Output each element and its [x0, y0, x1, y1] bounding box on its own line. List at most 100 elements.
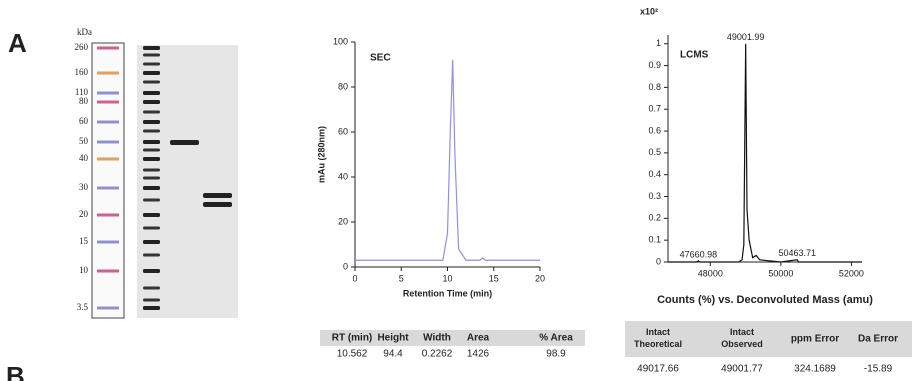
marker-band: [143, 186, 160, 190]
ladder-label: 260: [75, 42, 89, 52]
peak-label: 47660.98: [680, 249, 718, 259]
marker-band: [143, 177, 160, 180]
ladder-label: 80: [79, 96, 89, 106]
table-header: Da Error: [858, 334, 898, 345]
x-axis-label: Retention Time (min): [403, 288, 492, 298]
ladder-band: [97, 241, 119, 244]
ladder-band: [97, 270, 119, 273]
table-cell: 98.9: [546, 349, 566, 360]
marker-band: [143, 240, 160, 244]
data-line: [355, 60, 540, 260]
marker-band: [143, 91, 160, 95]
ladder-band: [97, 101, 119, 104]
y-tick-label: 0.6: [648, 125, 661, 135]
x-tick-label: 15: [489, 273, 499, 283]
marker-band: [143, 111, 160, 114]
marker-band: [143, 157, 160, 161]
ladder-label: 15: [79, 236, 89, 246]
gel-unit: kDa: [77, 27, 92, 37]
chart-title: LCMS: [680, 50, 709, 61]
marker-band: [143, 130, 160, 133]
y-tick-label: 0.9: [648, 60, 661, 70]
ladder-band: [97, 307, 119, 310]
panel-label: B: [6, 361, 25, 381]
y-tick-label: 0.7: [648, 104, 661, 114]
marker-band: [143, 46, 160, 50]
table-cell: 10.562: [337, 349, 368, 360]
y-tick-label: 0.8: [648, 82, 661, 92]
ladder-band: [97, 121, 119, 124]
ladder-label: 50: [79, 136, 89, 146]
marker-band: [143, 63, 160, 66]
ladder-label: 10: [79, 265, 89, 275]
x-tick-label: 0: [352, 273, 357, 283]
table-cell: 49001.77: [721, 364, 763, 375]
table-cell: -15.89: [864, 364, 893, 375]
table-header: RT (min): [332, 333, 373, 344]
y-tick-label: 0.3: [648, 191, 661, 201]
table-cell: 0.2262: [422, 349, 453, 360]
peak-label: 50463.71: [778, 248, 816, 258]
x-tick-label: 10: [442, 273, 452, 283]
y-tick-label: 20: [338, 216, 348, 226]
y-tick-label: 80: [338, 81, 348, 91]
table-header: Width: [423, 333, 451, 344]
ladder-band: [97, 141, 119, 144]
ladder-band: [97, 187, 119, 190]
ladder-band: [97, 92, 119, 95]
x-tick-label: 48000: [698, 268, 723, 278]
table-header: Area: [467, 333, 490, 344]
y-tick-label: 0: [343, 261, 348, 271]
y-tick-label: 0.5: [648, 147, 661, 157]
x-tick-label: 5: [399, 273, 404, 283]
panel-label: A: [8, 28, 27, 58]
data-line: [668, 44, 862, 262]
ladder-band: [97, 158, 119, 161]
x-tick-label: 20: [535, 273, 545, 283]
ladder-label: 30: [79, 182, 89, 192]
table-header: Height: [377, 333, 409, 344]
y-tick-label: 60: [338, 126, 348, 136]
marker-band: [143, 169, 160, 172]
y-tick-label: 40: [338, 171, 348, 181]
peak-label: 49001.99: [727, 32, 765, 42]
y-tick-label: 0.4: [648, 169, 661, 179]
table-cell: 49017.66: [637, 364, 679, 375]
ladder-label: 160: [75, 67, 89, 77]
marker-band: [143, 120, 160, 124]
marker-band: [143, 71, 160, 75]
marker-band: [143, 254, 160, 257]
ladder-band: [97, 47, 119, 50]
ladder-band: [97, 214, 119, 217]
marker-band: [143, 306, 160, 310]
y-tick-label: 100: [333, 36, 348, 46]
y-tick-label: 0.1: [648, 235, 661, 245]
gel-image: [137, 45, 238, 318]
y-tick-label: 1: [656, 38, 661, 48]
y-multiplier: x10²: [640, 6, 658, 16]
marker-band: [143, 299, 160, 302]
y-axis-label: mAu (280nm): [316, 126, 326, 183]
chart-title: SEC: [370, 53, 391, 64]
marker-band: [143, 149, 160, 152]
ladder-box: [92, 43, 124, 318]
x-axis-label: Counts (%) vs. Deconvoluted Mass (amu): [657, 294, 873, 306]
marker-band: [143, 227, 160, 230]
y-tick-label: 0: [656, 256, 661, 266]
table-header: ppm Error: [791, 334, 839, 345]
marker-band: [143, 213, 160, 217]
marker-band: [143, 140, 160, 144]
marker-band: [143, 54, 160, 57]
x-tick-label: 50000: [768, 268, 793, 278]
ladder-band: [97, 72, 119, 75]
x-tick-label: 52000: [839, 268, 864, 278]
figure: A B kDa 26016011080605040302015103.50204…: [0, 0, 914, 381]
marker-band: [143, 199, 160, 202]
table-cell: 324.1689: [794, 364, 836, 375]
ladder-label: 40: [79, 153, 89, 163]
marker-band: [143, 81, 160, 84]
ladder-label: 3.5: [77, 302, 89, 312]
table-cell: 1426: [467, 349, 490, 360]
marker-band: [143, 100, 160, 104]
table-cell: 94.4: [383, 349, 403, 360]
